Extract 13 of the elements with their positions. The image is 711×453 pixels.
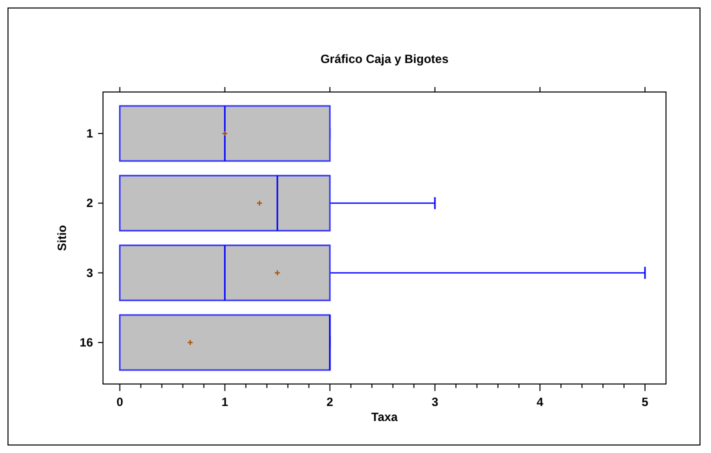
x-tick-label: 5 [642,395,649,409]
x-tick-label: 2 [326,395,334,409]
y-tick-label: 3 [86,266,94,280]
chart-title: Gráfico Caja y Bigotes [320,52,449,66]
y-axis-title: Sitio [55,225,69,251]
x-axis-title: Taxa [371,410,398,424]
x-tick-label: 1 [222,395,228,409]
x-tick-label: 4 [536,395,544,409]
y-tick-label: 1 [86,126,94,140]
x-tick-label: 0 [116,395,124,409]
x-tick-label: 3 [432,395,439,409]
y-tick-label: 2 [86,196,94,210]
y-tick-label: 16 [80,336,94,350]
